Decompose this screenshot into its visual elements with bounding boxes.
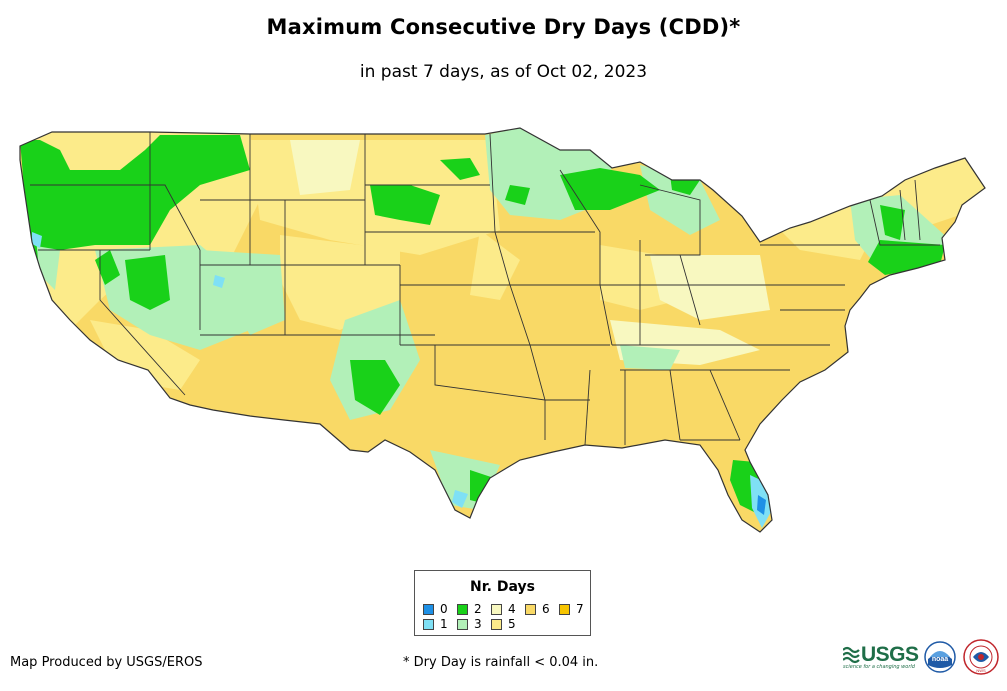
map-subtitle: in past 7 days, as of Oct 02, 2023 bbox=[359, 62, 648, 82]
legend-swatch-5 bbox=[491, 618, 502, 630]
legend-swatch-0 bbox=[423, 603, 434, 615]
us-outline bbox=[19, 127, 986, 533]
legend-label-1: 1 bbox=[440, 617, 448, 631]
legend-swatch-6 bbox=[525, 603, 536, 615]
dry-day-note: * Dry Day is rainfall < 0.04 in. bbox=[403, 655, 599, 670]
legend-label-4: 4 bbox=[508, 602, 516, 616]
usgs-tagline: science for a changing world bbox=[843, 664, 915, 670]
legend-item-2: 2 bbox=[457, 603, 482, 615]
credit-text: Map Produced by USGS/EROS bbox=[10, 655, 203, 670]
legend-swatch-3 bbox=[457, 618, 468, 630]
legend-swatch-4 bbox=[491, 603, 502, 615]
cdd-fill-layer bbox=[20, 128, 985, 532]
legend-label-7: 7 bbox=[576, 602, 584, 616]
noaa-text: noaa bbox=[932, 656, 948, 663]
usgs-wordmark: USGS bbox=[861, 643, 919, 666]
legend-item-3: 3 bbox=[457, 618, 482, 630]
state-borders bbox=[30, 132, 940, 446]
noaa-logo-icon: noaa bbox=[924, 641, 956, 673]
legend-label-5: 5 bbox=[508, 617, 516, 631]
legend-label-6: 6 bbox=[542, 602, 550, 616]
legend-title: Nr. Days bbox=[470, 579, 535, 595]
legend-item-1: 1 bbox=[423, 618, 448, 630]
map-title: Maximum Consecutive Dry Days (CDD)* bbox=[266, 15, 741, 39]
legend-swatch-2 bbox=[457, 603, 468, 615]
legend-item-4: 4 bbox=[491, 603, 516, 615]
legend-label-3: 3 bbox=[474, 617, 482, 631]
legend-item-0: 0 bbox=[423, 603, 448, 615]
nws-text: NWS bbox=[976, 668, 986, 673]
usgs-wave-icon bbox=[843, 646, 860, 664]
legend-swatch-1 bbox=[423, 618, 434, 630]
nws-logo-icon: NWS bbox=[963, 639, 999, 675]
legend: Nr. Days 0 1 2 3 4 5 6 bbox=[414, 570, 591, 636]
legend-item-5: 5 bbox=[491, 618, 516, 630]
legend-label-0: 0 bbox=[440, 602, 448, 616]
legend-label-2: 2 bbox=[474, 602, 482, 616]
legend-item-6: 6 bbox=[525, 603, 550, 615]
usgs-logo-icon: USGS science for a changing world bbox=[843, 643, 921, 671]
legend-swatch-7 bbox=[559, 603, 570, 615]
legend-item-7: 7 bbox=[559, 603, 584, 615]
